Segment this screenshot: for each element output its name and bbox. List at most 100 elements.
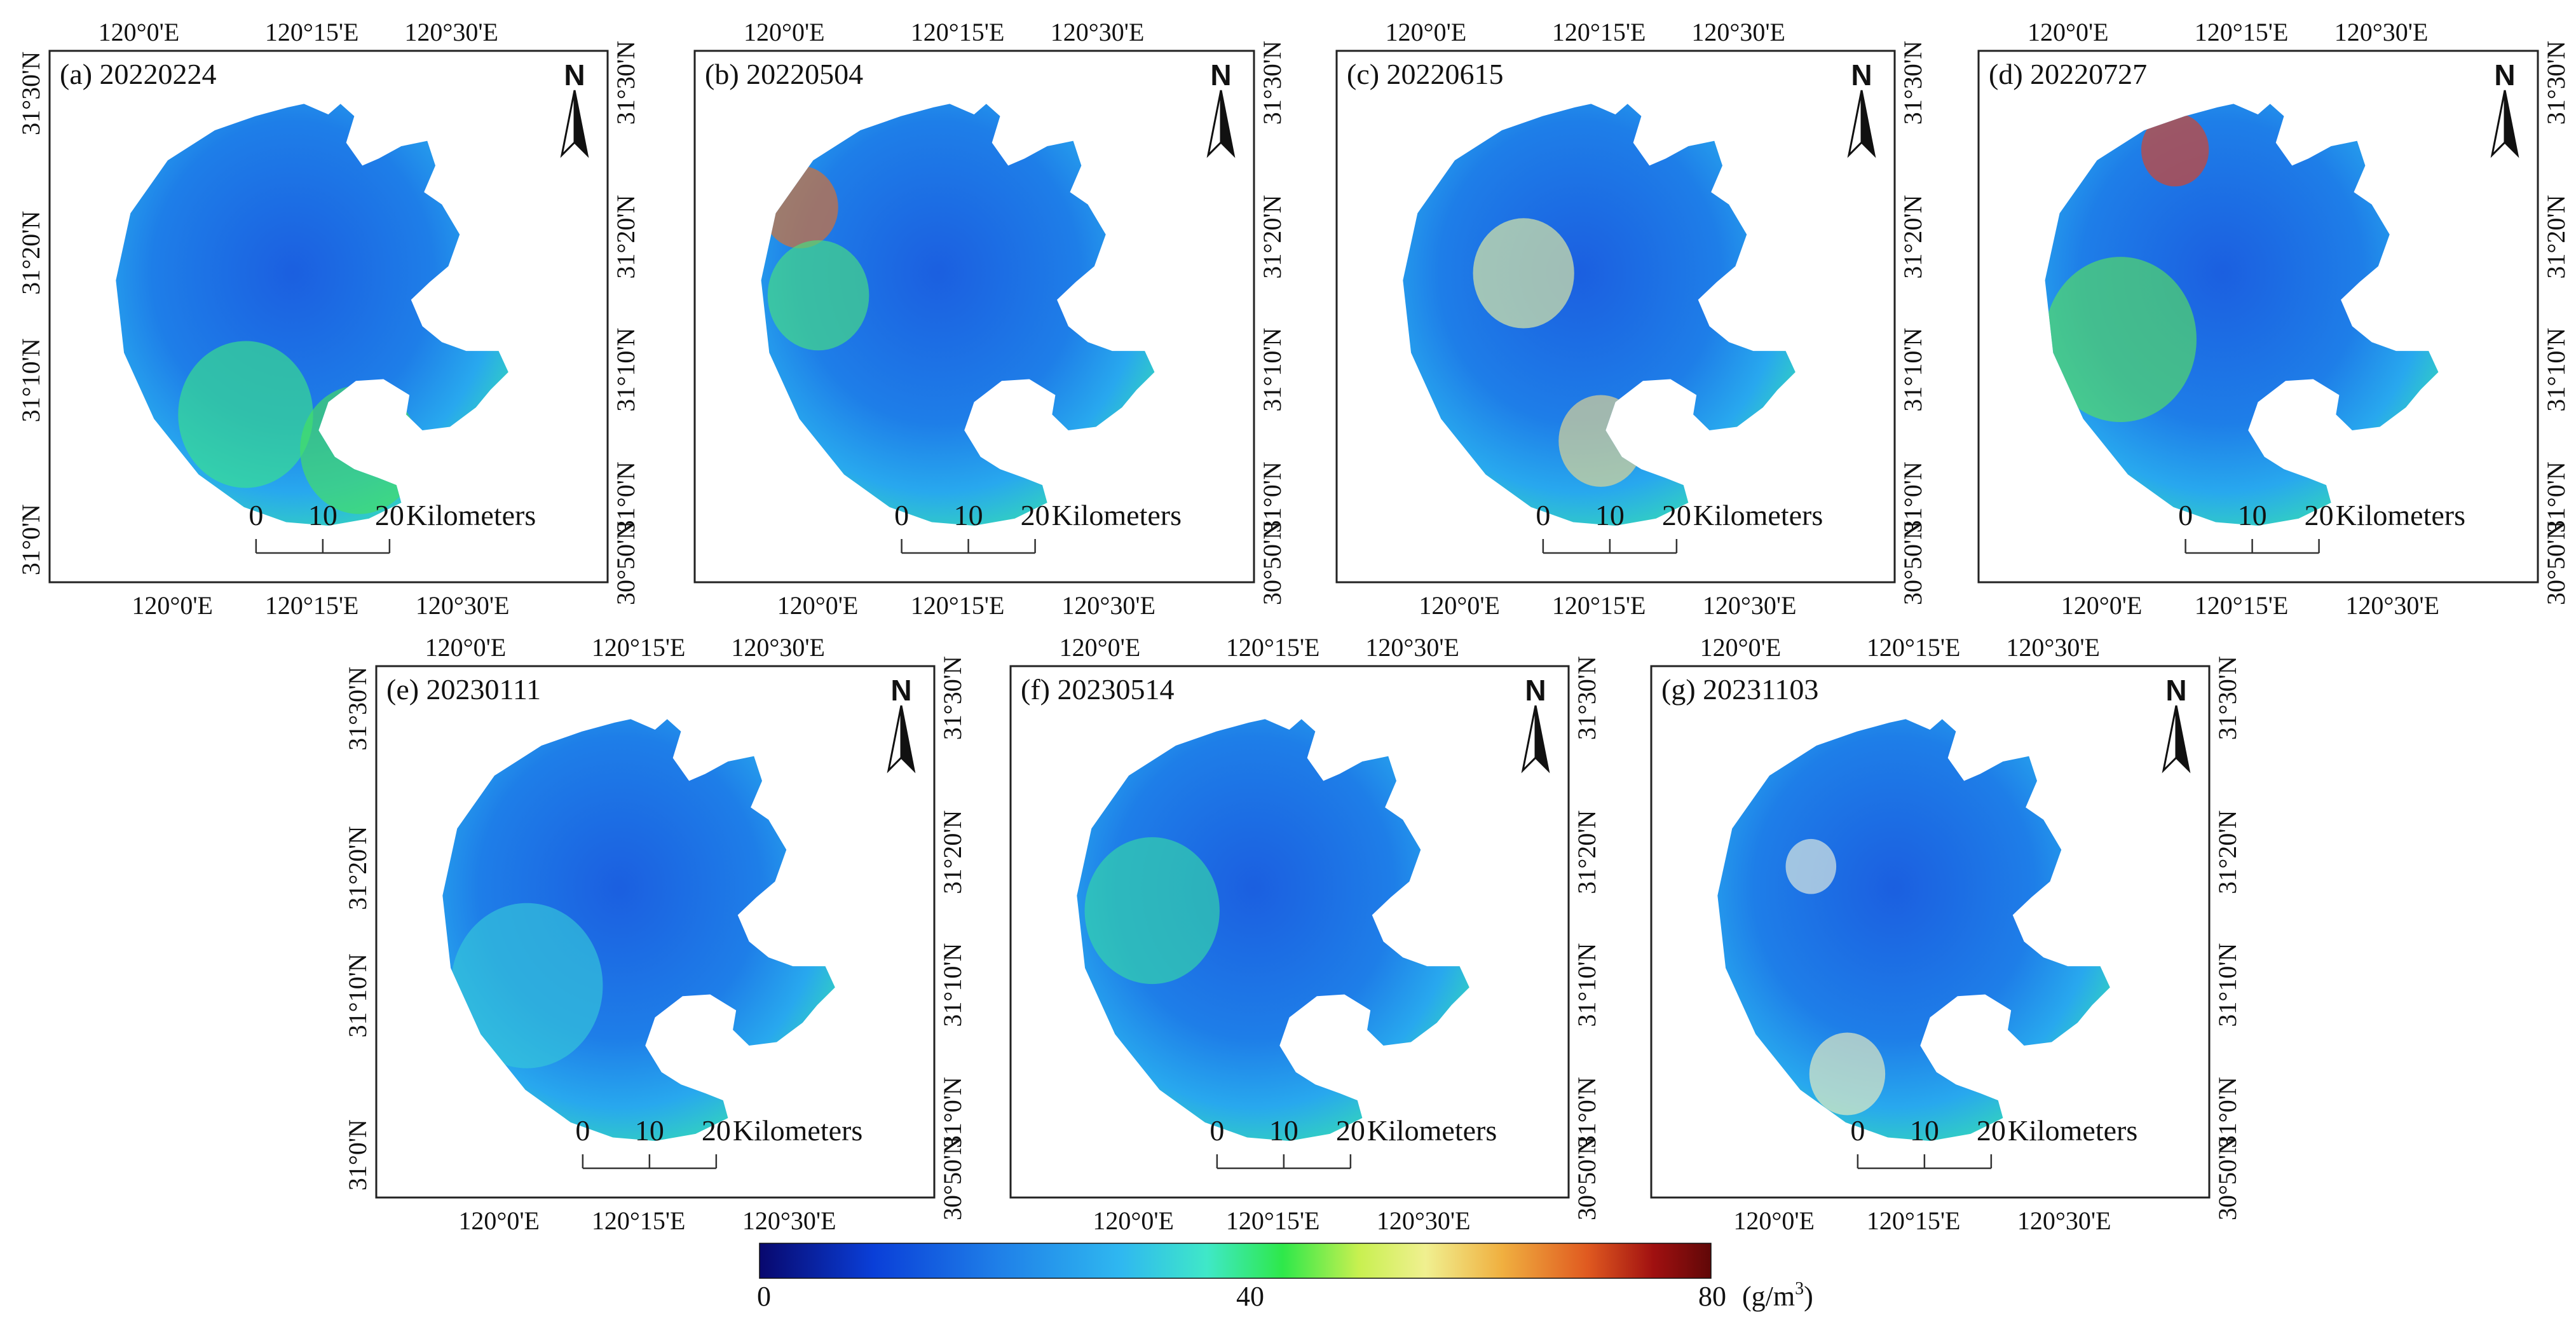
- north-arrow-icon: [1522, 704, 1550, 772]
- north-label: N: [1210, 58, 1231, 92]
- longitude-tick-bottom: 120°0'E: [1093, 1206, 1174, 1235]
- panel-label: (d) 20220727: [1989, 58, 2147, 90]
- longitude-tick-bottom: 120°15'E: [911, 591, 1005, 620]
- scale-bar-label: 0: [1210, 1114, 1224, 1147]
- biomass-patch: [1473, 218, 1574, 329]
- latitude-tick-right: 31°10'N: [1898, 328, 1927, 412]
- north-label: N: [2494, 58, 2515, 92]
- lake-biomass-raster: [1403, 104, 1796, 526]
- longitude-tick-bottom: 120°0'E: [1733, 1206, 1815, 1235]
- scale-bar-label: 10: [954, 499, 983, 531]
- map-frame: [1335, 50, 1896, 584]
- longitude-tick-top: 120°30'E: [731, 633, 825, 662]
- biomass-patch: [2045, 257, 2197, 423]
- colorbar-mid-label: 40: [1236, 1281, 1264, 1312]
- latitude-tick-right: 31°20'N: [2213, 810, 2242, 894]
- longitude-tick-bottom: 120°30'E: [2017, 1206, 2111, 1235]
- longitude-tick-top: 120°15'E: [911, 18, 1005, 46]
- latitude-tick-right: 31°20'N: [1572, 810, 1601, 894]
- latitude-tick-right: 31°30'N: [611, 41, 640, 125]
- longitude-tick-top: 120°15'E: [592, 633, 686, 662]
- scale-bar-label: 10: [2238, 499, 2267, 531]
- scale-bar-label: 10: [1269, 1114, 1298, 1147]
- longitude-tick-top: 120°0'E: [744, 18, 825, 46]
- lake-patches: [1785, 838, 1886, 1116]
- map-panel-g: (g) 20231103 N 0 10 20 Kilometers 120°0'E 120°1…: [1650, 633, 2242, 1235]
- lake-shape: [1717, 719, 2110, 1141]
- latitude-tick-right: 31°30'N: [1572, 656, 1601, 740]
- scale-bar: 0 10 20 Kilometers: [1536, 499, 1823, 554]
- scale-bar-label: 10: [1595, 499, 1625, 531]
- latitude-tick-left: 31°0'N: [17, 504, 45, 575]
- latitude-tick-right: 31°0'N: [1898, 461, 1927, 533]
- panel-label: (f) 20230514: [1021, 673, 1174, 706]
- latitude-tick-right: 31°10'N: [2213, 943, 2242, 1027]
- longitude-tick-bottom: 120°30'E: [2345, 591, 2439, 620]
- colorbar-unit-base: (g/m: [1742, 1281, 1795, 1312]
- north-label: N: [1851, 58, 1872, 92]
- longitude-tick-bottom: 120°15'E: [1226, 1206, 1320, 1235]
- latitude-tick-right: 30°50'N: [1258, 521, 1286, 605]
- scale-bar-label: 20: [1662, 499, 1691, 531]
- lake-biomass-raster: [1077, 719, 1469, 1141]
- scale-bar-unit: Kilometers: [1693, 499, 1823, 531]
- latitude-tick-right: 31°0'N: [2213, 1077, 2242, 1148]
- scale-bar-label: 0: [1536, 499, 1550, 531]
- north-arrow-icon: [561, 89, 589, 156]
- scale-bar: 0 10 20 Kilometers: [249, 499, 536, 554]
- longitude-tick-top: 120°0'E: [425, 633, 507, 662]
- longitude-tick-bottom: 120°15'E: [1867, 1206, 1961, 1235]
- biomass-patch: [451, 903, 603, 1068]
- latitude-tick-left: 31°30'N: [343, 667, 372, 751]
- latitude-tick-right: 31°10'N: [2542, 328, 2570, 412]
- longitude-tick-bottom: 120°30'E: [1703, 591, 1797, 620]
- latitude-tick-right: 31°20'N: [2542, 195, 2570, 279]
- scale-bar-label: 0: [2178, 499, 2193, 531]
- longitude-tick-bottom: 120°0'E: [458, 1206, 540, 1235]
- scale-bar-label: 20: [2305, 499, 2334, 531]
- colorbar-max-label-group: 80 (g/m3): [1698, 1279, 1813, 1312]
- longitude-tick-bottom: 120°15'E: [592, 1206, 686, 1235]
- scale-bar-unit: Kilometers: [2008, 1114, 2137, 1147]
- scale-bar-label: 20: [375, 499, 404, 531]
- longitude-tick-bottom: 120°30'E: [1377, 1206, 1471, 1235]
- latitude-tick-right: 30°50'N: [2542, 521, 2570, 605]
- scale-bar-label: 0: [894, 499, 909, 531]
- scale-bar-label: 20: [1977, 1114, 2006, 1147]
- north-arrow-icon: [887, 704, 915, 772]
- longitude-tick-top: 120°0'E: [2027, 18, 2109, 46]
- scale-bar-label: 20: [1021, 499, 1050, 531]
- lake-biomass-raster: [442, 719, 835, 1141]
- latitude-tick-right: 31°0'N: [2542, 461, 2570, 533]
- lake-patches: [2045, 113, 2209, 423]
- longitude-tick-bottom: 120°30'E: [416, 591, 510, 620]
- map-panel-b: (b) 20220504 N 0 10 20 Kilometers 120°0'E 120°1…: [693, 18, 1286, 620]
- scale-bar-label: 20: [702, 1114, 731, 1147]
- colorbar-min-label: 0: [757, 1281, 771, 1312]
- latitude-tick-right: 30°50'N: [1898, 521, 1927, 605]
- north-label: N: [2165, 674, 2186, 707]
- north-arrow-icon: [2491, 89, 2519, 156]
- scale-bar-unit: Kilometers: [1367, 1114, 1497, 1147]
- longitude-tick-bottom: 120°0'E: [132, 591, 213, 620]
- latitude-tick-right: 31°20'N: [938, 810, 967, 894]
- biomass-patch: [767, 240, 869, 351]
- scale-bar-unit: Kilometers: [406, 499, 536, 531]
- longitude-tick-top: 120°15'E: [1226, 633, 1320, 662]
- colorbar-max-label: 80: [1698, 1281, 1726, 1312]
- latitude-tick-right: 31°30'N: [1258, 41, 1286, 125]
- scale-bar-label: 0: [249, 499, 263, 531]
- latitude-tick-right: 30°50'N: [611, 521, 640, 605]
- longitude-tick-top: 120°15'E: [1552, 18, 1646, 46]
- latitude-tick-right: 31°30'N: [2542, 41, 2570, 125]
- biomass-patch: [1785, 838, 1837, 894]
- latitude-tick-right: 31°30'N: [1898, 41, 1927, 125]
- longitude-tick-bottom: 120°15'E: [1552, 591, 1646, 620]
- map-frame: [375, 665, 936, 1199]
- longitude-tick-top: 120°0'E: [1386, 18, 1467, 46]
- latitude-tick-right: 31°30'N: [938, 656, 967, 740]
- lake-patches: [451, 903, 603, 1068]
- scale-bar-label: 0: [1850, 1114, 1865, 1147]
- scale-bar-label: 0: [575, 1114, 590, 1147]
